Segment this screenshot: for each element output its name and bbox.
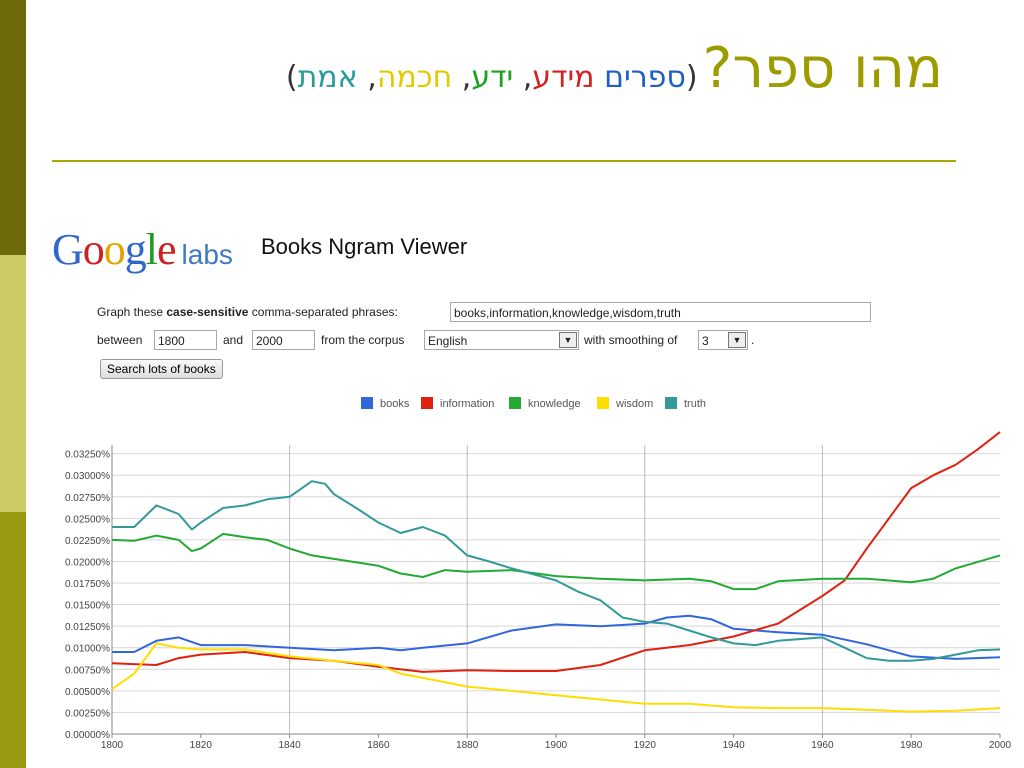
x-tick-label: 1820: [190, 740, 213, 751]
y-tick-label: 0.01250%: [65, 622, 110, 633]
x-tick-label: 1980: [900, 740, 923, 751]
y-tick-label: 0.00000%: [65, 730, 110, 741]
smoothing-select[interactable]: 3 ▼: [698, 330, 748, 350]
y-tick-label: 0.03250%: [65, 450, 110, 461]
between-label: between: [97, 333, 143, 347]
y-tick-label: 0.00250%: [65, 708, 110, 719]
x-tick-label: 1900: [545, 740, 568, 751]
subtitle-word: ידע: [471, 60, 514, 95]
y-tick-label: 0.01750%: [65, 579, 110, 590]
subtitle-separator: ,: [513, 60, 533, 95]
y-tick-label: 0.02250%: [65, 536, 110, 547]
phrases-label-a: Graph these: [97, 305, 167, 319]
subtitle-paren-close: ): [285, 60, 298, 95]
corpus-value: English: [428, 334, 468, 348]
subtitle-separator: ,: [357, 60, 377, 95]
legend-swatch-wisdom: [597, 397, 609, 409]
subtitle-word: מידע: [532, 60, 595, 95]
x-tick-label: 1860: [367, 740, 390, 751]
legend-swatch-information: [421, 397, 433, 409]
slide-title-main: מהו ספר?: [702, 36, 943, 101]
legend-swatch-books: [361, 397, 373, 409]
series-line-wisdom: [111, 642, 1001, 713]
logo-letter: G: [52, 225, 84, 274]
labs-label: labs: [181, 239, 233, 270]
slide-title: מהו ספר? (ספרים מידע, ידע, חכמה, אמת): [178, 36, 943, 106]
chevron-down-icon[interactable]: ▼: [559, 332, 577, 348]
logo-letter: o: [103, 225, 126, 274]
side-band-light: [0, 255, 26, 512]
logo-letter: e: [157, 225, 177, 274]
corpus-label: from the corpus: [321, 333, 405, 347]
ngram-chart: 0.00000% 0.00250% 0.00500% 0.00750% 0.01000%…: [65, 397, 1012, 751]
y-tick-label: 0.01000%: [65, 644, 110, 655]
and-label: and: [223, 333, 244, 347]
x-tick-label: 1880: [456, 740, 479, 751]
legend-label-wisdom: wisdom: [615, 398, 653, 410]
side-band-dark: [0, 0, 26, 255]
search-button[interactable]: Search lots of books: [100, 359, 223, 379]
google-wordmark: Google: [52, 225, 177, 274]
y-tick-label: 0.00500%: [65, 687, 110, 698]
y-tick-label: 0.02000%: [65, 557, 110, 568]
period-mark: .: [751, 333, 755, 347]
x-tick-label: 1960: [811, 740, 834, 751]
subtitle-word: ספרים: [604, 60, 686, 95]
logo-letter: g: [124, 225, 147, 274]
smoothing-value: 3: [702, 334, 709, 348]
logo-letter: l: [145, 225, 158, 274]
corpus-select[interactable]: English ▼: [424, 330, 579, 350]
phrases-label-c: comma-separated phrases:: [248, 305, 398, 319]
phrases-label: Graph these case-sensitive comma-separat…: [97, 302, 398, 322]
y-tick-label: 0.00750%: [65, 665, 110, 676]
x-tick-label: 2000: [989, 740, 1012, 751]
phrases-label-b: case-sensitive: [166, 305, 249, 319]
y-tick-label: 0.02750%: [65, 493, 110, 504]
y-tick-label: 0.02500%: [65, 514, 110, 525]
series-line-truth: [112, 480, 1001, 662]
viewer-title: Books Ngram Viewer: [261, 234, 468, 259]
y-tick-label: 0.03000%: [65, 471, 110, 482]
series-line-knowledge: [111, 532, 1001, 591]
side-band-olive: [0, 512, 26, 768]
legend-label-truth: truth: [684, 398, 706, 410]
slide-subtitle: (ספרים מידע, ידע, חכמה, אמת): [286, 60, 698, 95]
legend-label-knowledge: knowledge: [528, 398, 581, 410]
subtitle-word: חכמה: [376, 60, 453, 95]
chevron-down-icon[interactable]: ▼: [728, 332, 746, 348]
subtitle-word: אמת: [297, 60, 358, 95]
title-divider: [52, 160, 956, 162]
smoothing-label: with smoothing of: [584, 333, 678, 347]
subtitle-separator: ,: [452, 60, 472, 95]
x-tick-label: 1920: [634, 740, 657, 751]
legend-swatch-truth: [665, 397, 677, 409]
series-line-information: [111, 431, 1001, 673]
phrases-input[interactable]: books,information,knowledge,wisdom,truth: [450, 302, 871, 322]
x-tick-label: 1800: [101, 740, 124, 751]
y-tick-label: 0.01500%: [65, 601, 110, 612]
logo-letter: o: [82, 225, 105, 274]
end-year-input[interactable]: 2000: [252, 330, 315, 350]
x-tick-label: 1840: [278, 740, 301, 751]
start-year-input[interactable]: 1800: [154, 330, 217, 350]
legend-swatch-knowledge: [509, 397, 521, 409]
google-labs-logo: Google labs: [52, 224, 233, 274]
subtitle-paren-open: (: [685, 60, 698, 95]
legend-label-books: books: [380, 398, 410, 410]
legend-label-information: information: [440, 398, 494, 410]
series-line-books: [112, 614, 1001, 660]
x-tick-label: 1940: [722, 740, 745, 751]
